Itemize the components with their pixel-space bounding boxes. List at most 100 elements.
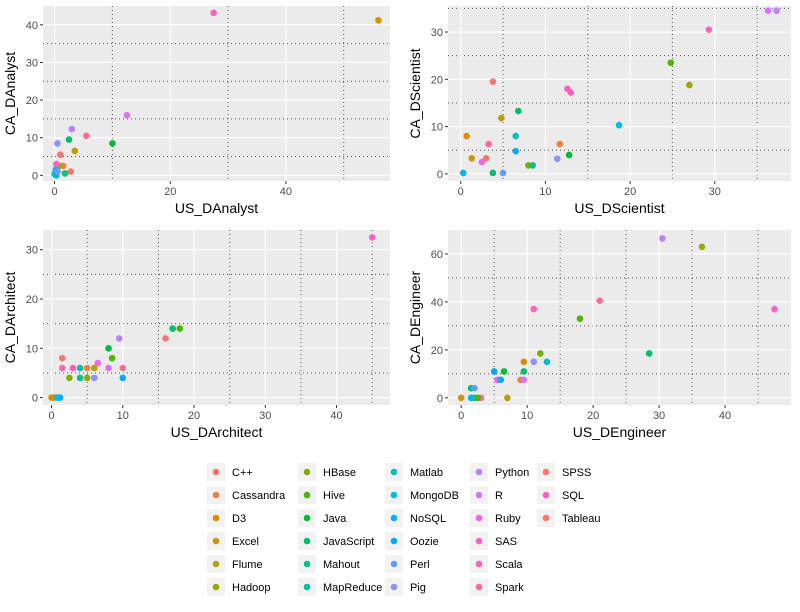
legend-item: MapReduce (298, 578, 382, 596)
legend-item: NoSQL (385, 509, 446, 527)
data-point (119, 374, 127, 382)
legend-item: Mahout (298, 555, 360, 573)
data-point (530, 358, 538, 366)
x-tick-label: 10 (117, 410, 129, 422)
legend-label: Cassandra (232, 490, 286, 502)
legend-swatch (212, 468, 220, 476)
legend-swatch (212, 560, 220, 568)
legend-label: Excel (232, 536, 259, 548)
y-tick-label: 0 (32, 393, 38, 405)
legend-swatch (475, 491, 483, 499)
legend-label: R (495, 490, 503, 502)
legend-swatch (212, 491, 220, 499)
legend-swatch (475, 514, 483, 522)
legend-swatch (390, 537, 398, 545)
legend-item: SQL (537, 486, 584, 504)
data-point (76, 374, 84, 382)
panel-background (43, 6, 390, 181)
x-tick-label: 20 (188, 410, 200, 422)
data-point (543, 358, 551, 366)
data-point (375, 17, 382, 24)
y-tick-label: 60 (431, 249, 443, 261)
legend-label: JavaScript (323, 536, 374, 548)
x-tick-label: 20 (624, 186, 636, 198)
legend-swatch (212, 514, 220, 522)
data-point (498, 114, 505, 122)
legend-item: Ruby (470, 509, 521, 527)
panel-background (448, 6, 791, 181)
x-axis-title: US_DEngineer (573, 424, 667, 440)
scatter-panel-1: 0 20 40 0 10 20 30 40 US_DAnalyst CA_DAnalyst (2, 6, 390, 216)
y-tick-label: 40 (431, 297, 443, 309)
x-tick-label: 0 (458, 410, 464, 422)
data-point (478, 158, 486, 166)
data-point (529, 162, 536, 169)
data-point (468, 154, 476, 162)
legend-swatch (303, 491, 311, 499)
legend-swatch (475, 560, 483, 568)
data-point (471, 384, 478, 392)
legend-swatch (303, 583, 311, 591)
y-axis-title: CA_DArchitect (2, 271, 18, 363)
x-axis-title: US_DScientist (574, 200, 664, 216)
legend-label: SPSS (562, 467, 591, 479)
legend-swatch (390, 468, 398, 476)
y-tick-label: 10 (26, 133, 38, 145)
legend-swatch (475, 468, 483, 476)
legend-label: Pig (410, 582, 426, 594)
legend-item: Matlab (385, 463, 443, 481)
y-axis-title: CA_DScientist (407, 48, 423, 138)
legend-item: Pig (385, 578, 426, 596)
legend-swatch (390, 514, 398, 522)
y-tick-label: 10 (431, 122, 443, 134)
data-point (76, 364, 84, 372)
legend-item: D3 (207, 509, 246, 527)
data-point (94, 359, 102, 367)
data-point (105, 345, 112, 352)
data-point (565, 151, 573, 159)
x-tick-label: 30 (653, 410, 665, 422)
legend-swatch (390, 560, 398, 568)
data-point (537, 350, 544, 357)
legend-label: MongoDB (410, 490, 459, 502)
legend-swatch (303, 537, 311, 545)
y-tick-label: 20 (431, 345, 443, 357)
legend-item: MongoDB (385, 486, 459, 504)
data-point (645, 350, 653, 357)
y-tick-label: 10 (26, 343, 38, 355)
data-point (463, 132, 470, 140)
data-point (69, 364, 77, 372)
legend-label: NoSQL (410, 513, 446, 525)
data-point (169, 325, 176, 332)
legend-swatch (475, 583, 483, 591)
data-point (500, 368, 508, 375)
data-point (457, 394, 465, 402)
data-point (489, 169, 497, 177)
y-axis-title: CA_DAnalyst (2, 52, 18, 135)
data-point (489, 78, 497, 85)
legend-item: SPSS (537, 463, 591, 481)
data-point (66, 374, 73, 382)
legend-label: Matlab (410, 467, 443, 479)
scatter-panel-4: 0 10 20 30 40 0 20 40 60 US_DEngineer CA_DEngineer (407, 230, 791, 440)
legend-swatch (542, 514, 550, 522)
data-point (54, 168, 61, 175)
legend-item: SAS (470, 532, 517, 550)
legend-item: R (470, 486, 503, 504)
legend-item: Tableau (537, 509, 601, 527)
data-point (210, 9, 217, 17)
data-point (68, 125, 76, 133)
data-point (520, 368, 528, 375)
data-point (615, 121, 623, 129)
y-tick-label: 40 (26, 20, 38, 32)
data-point (474, 394, 481, 402)
data-point (67, 168, 75, 175)
legend-swatch (390, 491, 398, 499)
legend-label: Hadoop (232, 582, 271, 594)
legend-item: Scala (470, 555, 523, 573)
x-tick-label: 0 (48, 410, 54, 422)
y-tick-label: 20 (431, 74, 443, 86)
legend-item: Python (470, 463, 529, 481)
data-point (499, 169, 507, 177)
